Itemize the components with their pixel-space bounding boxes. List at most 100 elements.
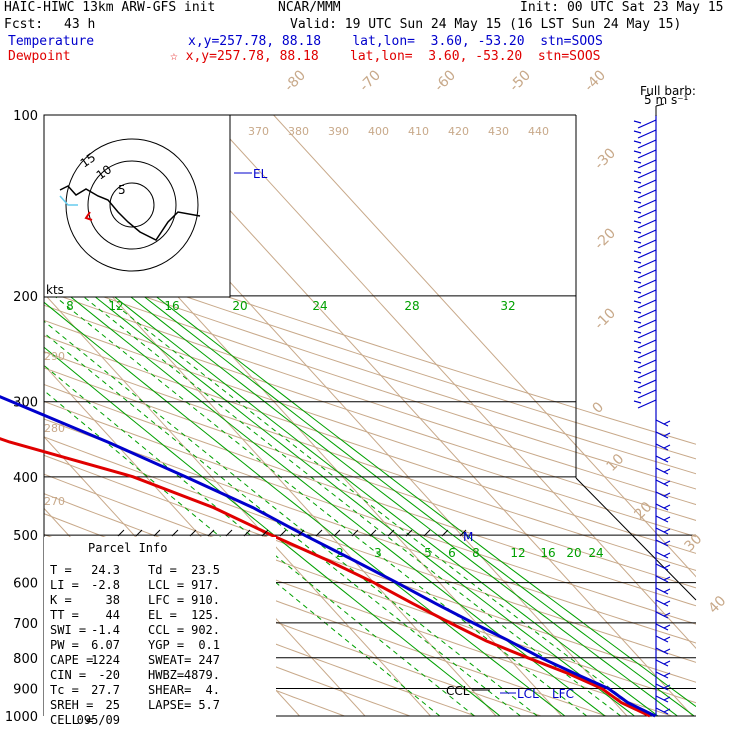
hatch-mark — [333, 529, 341, 537]
pressure-tick-label: 100 — [13, 109, 38, 124]
wind-barb — [655, 455, 671, 463]
hodograph-trace — [59, 185, 201, 241]
parcel-info-cell: T = — [50, 563, 72, 577]
parcel-info-cell: 917. — [191, 578, 220, 592]
wind-barb — [655, 539, 671, 547]
temperature-series-line — [0, 395, 656, 718]
pressure-tick-label: 500 — [13, 529, 38, 544]
hatch-marks-500 — [117, 529, 467, 537]
wind-barb — [655, 695, 671, 703]
parcel-info-cell: 23.5 — [191, 563, 220, 577]
parcel-info-cell: -20 — [98, 668, 120, 682]
mixing-ratio-label: 20 — [232, 299, 247, 313]
wind-barb — [633, 129, 657, 139]
mixing-ratio-label: 32 — [500, 299, 515, 313]
parcel-info-cell: Tc = — [50, 683, 79, 697]
parcel-info-cell: 4879. — [184, 668, 220, 682]
theta-label: 280 — [44, 422, 65, 435]
mixing-ratio-label: 6 — [448, 546, 456, 560]
hodograph-trace-red — [84, 211, 93, 221]
hatch-mark — [171, 529, 179, 537]
dewpoint-info: ☆ x,y=257.78, 88.18 lat,lon= 3.60, -53.2… — [170, 49, 601, 64]
hodo-ring-label-5: 5 — [118, 183, 126, 197]
source-label: NCAR/MMM — [278, 0, 341, 15]
isotherm-label: 10 — [604, 451, 628, 475]
pressure-tick-label: 700 — [13, 617, 38, 632]
dry-adiabat-line — [44, 400, 696, 625]
hatch-mark — [117, 529, 125, 537]
mixing-ratio-label: 20 — [566, 546, 581, 560]
parcel-info-cell: YGP = — [148, 638, 184, 652]
hatch-mark — [405, 529, 413, 537]
dewpoint-series-line — [0, 437, 651, 718]
isotherm-label: -30 — [592, 145, 619, 172]
dry-adiabat-line — [44, 454, 696, 683]
hatch-mark — [261, 529, 269, 537]
wind-barb — [633, 159, 657, 169]
theta-label: 410 — [408, 125, 429, 138]
theta-label: 380 — [288, 125, 309, 138]
init-label: Init: 00 UTC Sat 23 May 15 — [520, 0, 724, 15]
dry-adiabat-line — [44, 261, 696, 475]
mixing-ratio-line — [44, 320, 538, 716]
hatch-mark — [369, 529, 377, 537]
isotherm-label: -40 — [582, 67, 609, 94]
mixing-ratio-label: 24 — [588, 546, 603, 560]
dry-adiabat-line — [44, 247, 696, 460]
wind-barb — [655, 659, 671, 667]
hatch-mark — [153, 529, 161, 537]
isotherm-label: 30 — [682, 531, 706, 555]
mixing-ratio-label: 12 — [108, 299, 123, 313]
parcel-info-box: Parcel Info T = 24.3 Td = 23.5 LI = -2.8 LCL =… — [44, 537, 276, 727]
theta-label: 400 — [368, 125, 389, 138]
parcel-info-cell: 4. — [206, 683, 220, 697]
parcel-info-cell: LCL = — [148, 578, 184, 592]
el-marker-label: EL — [253, 167, 268, 181]
isotherm-label: -70 — [357, 67, 384, 94]
wind-barb — [655, 647, 671, 655]
dry-adiabat-line — [44, 577, 412, 716]
wind-barb — [633, 199, 657, 209]
wind-barb — [655, 683, 671, 691]
parcel-info-cell: CELL = — [50, 713, 93, 727]
lcl-marker-label: LCL — [517, 687, 539, 701]
dry-adiabat-line — [44, 436, 696, 663]
wind-barb — [655, 431, 671, 439]
isotherm-label: 40 — [706, 593, 730, 617]
hatch-mark — [225, 529, 233, 537]
dewpoint-legend: Dewpoint — [8, 49, 71, 64]
wind-barb — [633, 139, 657, 149]
hodo-units-label: kts — [46, 283, 64, 297]
wind-barb — [633, 289, 657, 299]
wind-barb-column — [633, 115, 671, 716]
plot-right-border-diag — [575, 477, 697, 601]
ccl-marker-label: CCL — [446, 684, 470, 698]
wind-barb — [655, 707, 671, 715]
isotherm-label: -50 — [507, 67, 534, 94]
dry-adiabat-line — [44, 275, 696, 490]
barb-legend-label-1: Full barb: — [640, 84, 696, 98]
wind-barb — [633, 399, 657, 409]
isotherm-label: -10 — [592, 305, 619, 332]
valid-label: Valid: 19 UTC Sun 24 May 15 (16 LST Sun … — [290, 17, 682, 32]
parcel-info-cell: TT = — [50, 608, 79, 622]
isotherm-line — [44, 221, 497, 716]
fcst-label: Fcst: — [4, 17, 44, 32]
parcel-info-cell: 910. — [191, 593, 220, 607]
pressure-tick-label: 400 — [13, 471, 38, 486]
dry-adiabat-line — [44, 233, 696, 445]
wind-barb — [655, 491, 671, 499]
wind-barb — [633, 339, 657, 349]
dry-adiabat-line — [44, 418, 696, 644]
parcel-info-cell: CIN = — [50, 668, 86, 682]
pressure-tick-label: 600 — [13, 577, 38, 592]
wind-barb — [633, 369, 657, 379]
mixing-ratio-label: 12 — [510, 546, 525, 560]
wind-barb — [633, 249, 657, 259]
wind-barb — [655, 635, 671, 643]
theta-labels: 370 380 390 400 410 420 430 440 290 280 270 — [44, 125, 549, 508]
parcel-info-cell: SWEAT= — [148, 653, 191, 667]
pressure-tick-label: 1000 — [5, 710, 38, 725]
mixing-ratio-label: 16 — [164, 299, 179, 313]
fcst-value: 43 h — [64, 17, 96, 32]
